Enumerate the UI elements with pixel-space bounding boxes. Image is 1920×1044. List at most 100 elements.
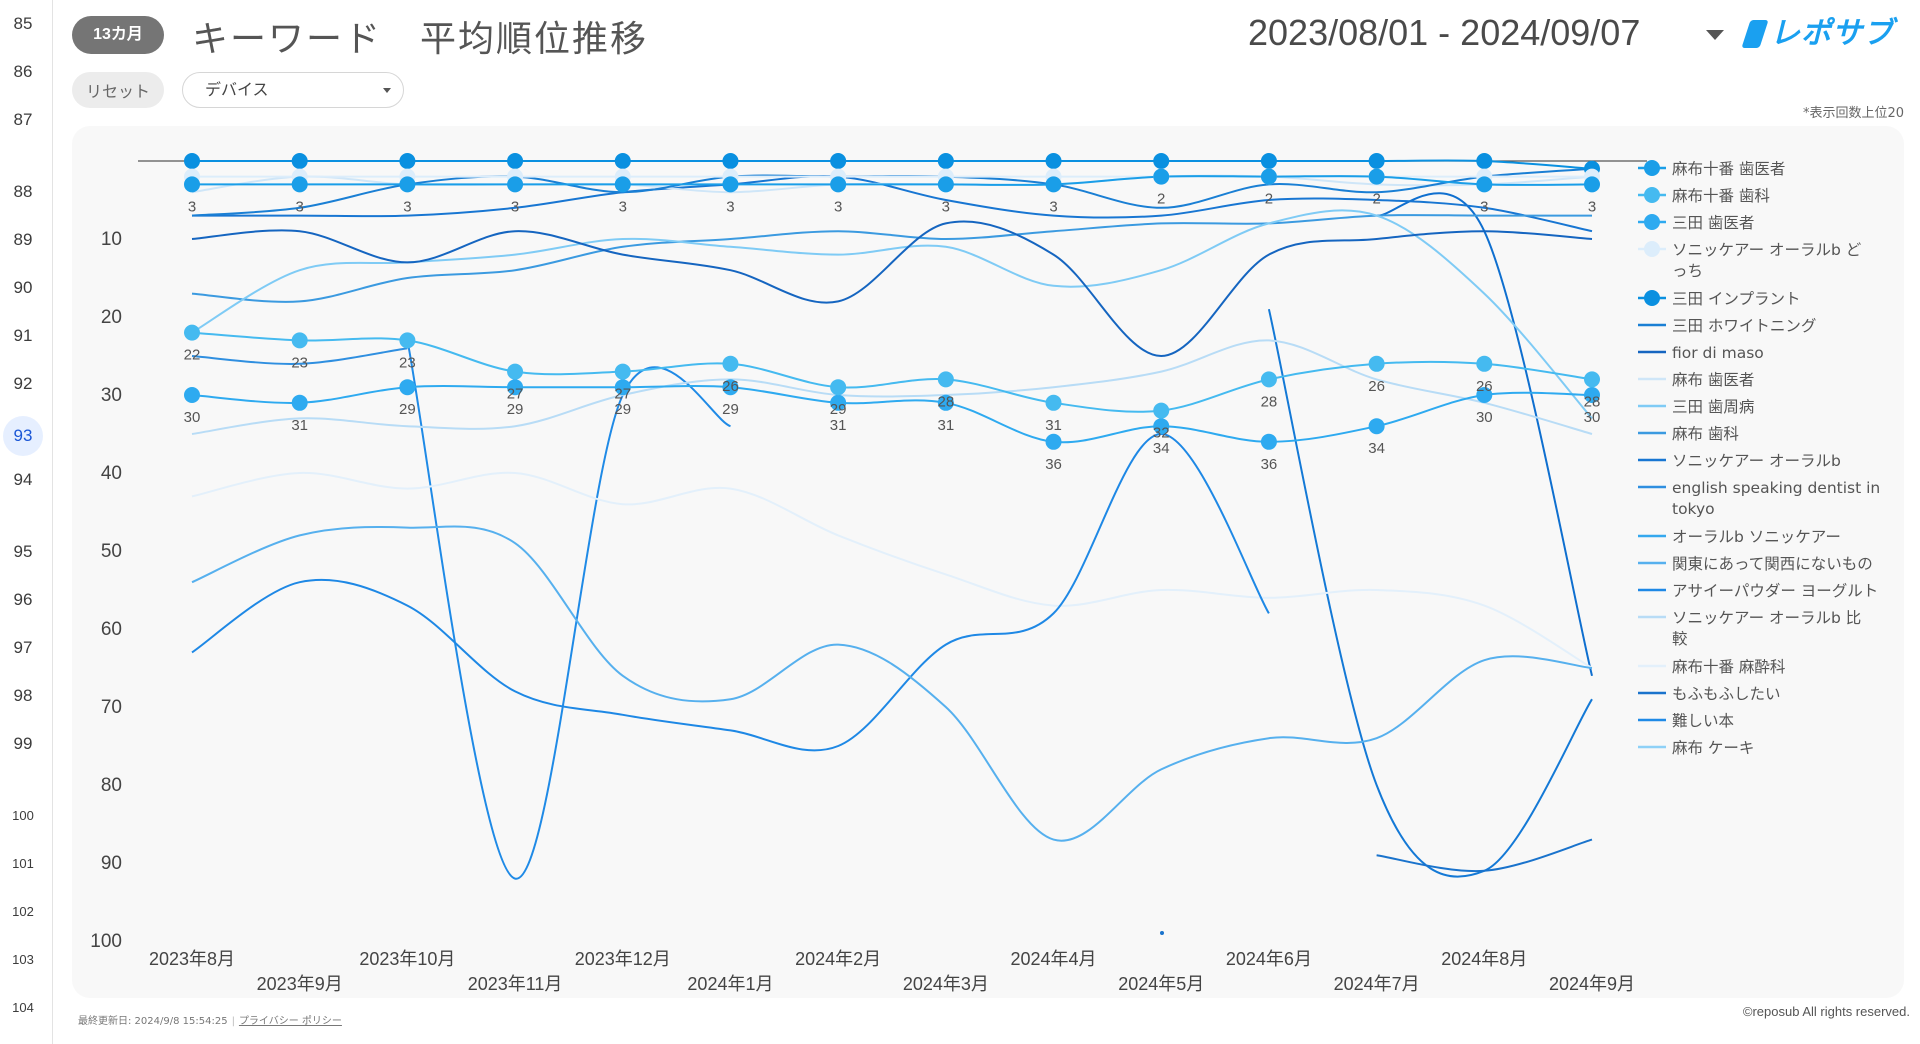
data-point (1153, 168, 1170, 185)
data-point (937, 394, 954, 411)
device-select[interactable]: デバイス (182, 72, 404, 108)
data-point (614, 363, 631, 380)
line-number[interactable]: 104 (12, 1000, 34, 1015)
page-title: キーワード 平均順位推移 (192, 19, 649, 60)
legend-item[interactable]: 三田 歯医者 (1638, 214, 1754, 232)
data-point (507, 379, 524, 396)
copyright: ©reposub All rights reserved. (1742, 1004, 1910, 1019)
line-number[interactable]: 100 (12, 808, 34, 823)
legend-item[interactable]: オーラルb ソニッケアー (1638, 528, 1841, 546)
series-line (191, 471, 1593, 669)
data-point (1260, 168, 1277, 185)
legend-item[interactable]: english speaking dentist in tokyo (1638, 479, 1880, 518)
line-number[interactable]: 96 (13, 590, 33, 609)
line-number[interactable]: 88 (13, 182, 33, 201)
data-point (184, 176, 200, 193)
legend-item[interactable]: 麻布十番 麻酔科 (1638, 658, 1785, 676)
line-number[interactable]: 86 (13, 62, 33, 81)
legend-label: 麻布 歯医者 (1672, 371, 1754, 389)
period-badge[interactable]: 13カ月 (72, 16, 164, 54)
data-label: 3 (511, 198, 519, 215)
legend-item[interactable]: もふもふしたい (1638, 685, 1781, 703)
data-label: 26 (1368, 378, 1385, 395)
data-label: 23 (399, 354, 416, 371)
line-number[interactable]: 102 (12, 904, 34, 919)
line-number[interactable]: 94 (13, 470, 33, 489)
data-point (507, 363, 524, 380)
data-point (722, 379, 739, 396)
x-tick-label: 2024年7月 (1334, 974, 1420, 994)
data-point (1368, 418, 1385, 435)
legend-item[interactable]: fior di maso (1638, 344, 1764, 362)
line-number[interactable]: 90 (13, 278, 33, 297)
x-tick-label: 2024年6月 (1226, 949, 1312, 969)
privacy-policy-link[interactable]: プライバシー ポリシー (238, 1016, 342, 1027)
line-number[interactable]: 97 (13, 638, 33, 657)
legend-item[interactable]: 麻布 ケーキ (1638, 739, 1754, 757)
data-label: 27 (507, 386, 524, 403)
legend-item[interactable]: 三田 インプラント (1638, 290, 1800, 308)
date-range-picker[interactable]: 2023/08/01 - 2024/09/07 (1248, 12, 1641, 53)
legend-label: 麻布 歯科 (1672, 425, 1739, 443)
data-label: 34 (1153, 440, 1170, 457)
legend-item[interactable]: ソニッケアー オーラルb 比較 (1638, 609, 1861, 648)
series-line (1376, 192, 1593, 677)
line-number[interactable]: 91 (13, 326, 33, 345)
line-number[interactable]: 92 (13, 374, 33, 393)
data-point (830, 176, 847, 193)
line-number[interactable]: 85 (13, 14, 33, 33)
legend-item[interactable]: 麻布十番 歯科 (1638, 187, 1770, 205)
data-point (291, 394, 308, 411)
data-point (614, 153, 631, 169)
line-number[interactable]: 99 (13, 734, 33, 753)
data-label: 34 (1368, 440, 1385, 457)
reset-button[interactable]: リセット (72, 72, 164, 108)
x-tick-label: 2024年1月 (687, 974, 773, 994)
series-line (192, 175, 1593, 186)
y-tick-label: 80 (101, 775, 122, 796)
line-number[interactable]: 87 (13, 110, 33, 129)
data-label: 2 (1265, 191, 1273, 208)
legend-item[interactable]: ソニッケアー オーラルb (1638, 452, 1841, 470)
legend-item[interactable]: 関東にあって関西にないもの (1638, 555, 1873, 573)
series-line (1376, 838, 1593, 873)
data-label: 36 (1261, 456, 1278, 473)
legend-item[interactable]: 麻布 歯医者 (1638, 371, 1754, 389)
line-number[interactable]: 98 (13, 686, 33, 705)
legend-item[interactable]: 三田 歯周病 (1638, 398, 1754, 416)
data-point (184, 387, 200, 403)
legend-label: もふもふしたい (1672, 685, 1781, 703)
data-label: 3 (188, 198, 196, 215)
last-updated-text: 最終更新日: 2024/9/8 15:54:25 (78, 1016, 228, 1027)
date-range-dropdown-icon[interactable] (1706, 30, 1724, 40)
line-number[interactable]: 103 (12, 952, 34, 967)
series-line (191, 214, 1592, 303)
x-tick-label: 2023年9月 (257, 974, 343, 994)
data-point (507, 176, 524, 193)
data-point (1045, 394, 1062, 411)
series-line (192, 159, 1593, 170)
chart-note: *表示回数上位20 (1802, 106, 1904, 121)
line-number[interactable]: 95 (13, 542, 33, 561)
data-point (291, 332, 308, 349)
legend-item[interactable]: 麻布十番 歯医者 (1638, 160, 1785, 178)
data-point (507, 153, 524, 169)
data-point (1153, 153, 1170, 169)
data-label: 29 (614, 401, 631, 418)
legend-label: english speaking dentist in (1672, 479, 1880, 497)
line-number[interactable]: 89 (13, 230, 33, 249)
legend-item[interactable]: 難しい本 (1638, 712, 1734, 730)
legend-swatch-dot (1644, 160, 1660, 176)
line-number[interactable]: 93 (3, 416, 43, 456)
logo-text: レポサブ (1770, 17, 1894, 50)
legend-swatch-dot (1644, 290, 1660, 306)
legend-label: ソニッケアー オーラルb ど (1672, 241, 1862, 259)
data-label: 3 (942, 198, 950, 215)
data-point (1153, 402, 1170, 419)
line-number[interactable]: 101 (12, 856, 34, 871)
legend-item[interactable]: 麻布 歯科 (1638, 425, 1739, 443)
series-line (192, 175, 1593, 233)
legend-item[interactable]: 三田 ホワイトニング (1638, 317, 1816, 335)
legend-item[interactable]: アサイーパウダー ヨーグルト (1638, 582, 1878, 600)
legend-item[interactable]: ソニッケアー オーラルb どっち (1638, 241, 1862, 280)
